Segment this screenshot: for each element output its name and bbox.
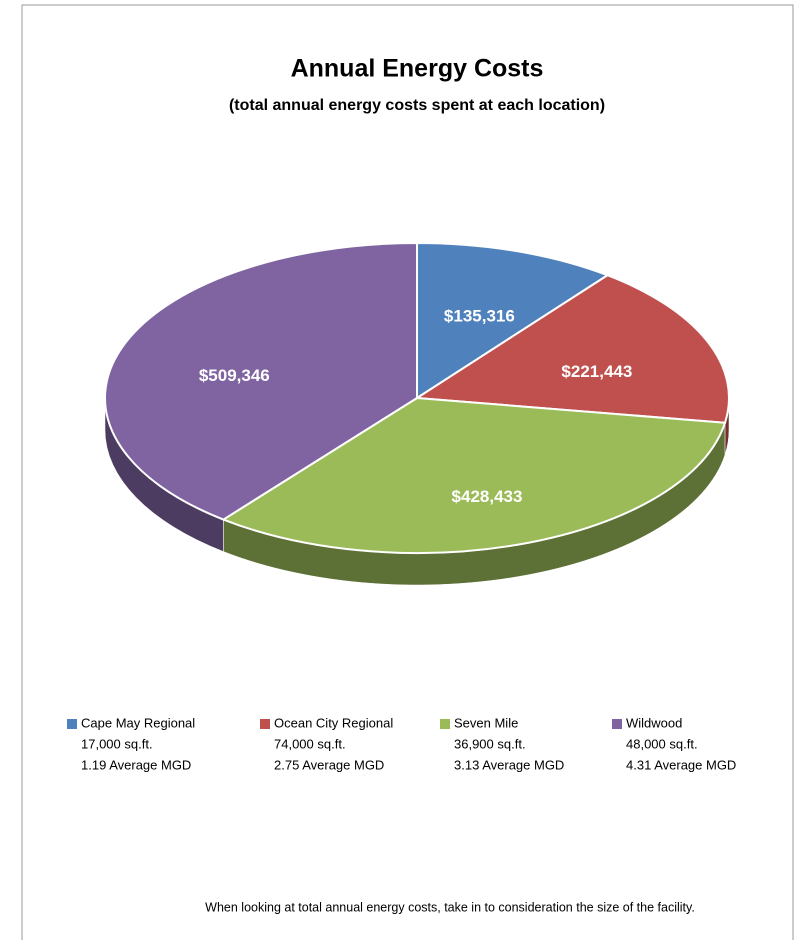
data-label: $428,433 [452,487,523,506]
legend-detail: 74,000 sq.ft. [274,736,346,751]
legend-swatch [440,719,450,729]
frame [21,4,794,940]
legend-swatch [260,719,270,729]
legend-detail: 36,900 sq.ft. [454,736,526,751]
data-label: $221,443 [561,362,632,381]
slice [416,241,610,400]
legend-label: Seven Mile [454,715,518,730]
legend-detail: 2.75 Average MGD [274,757,384,772]
data-label: $135,316 [444,307,515,326]
data-label: $509,346 [199,366,270,385]
legend-detail: 4.31 Average MGD [626,757,736,772]
legend-detail: 48,000 sq.ft. [626,736,698,751]
legend-label: Cape May Regional [81,715,195,730]
legend-detail: 1.19 Average MGD [81,757,191,772]
slice [104,241,418,521]
footnote: When looking at total annual energy cost… [205,900,695,914]
legend-detail: 17,000 sq.ft. [81,736,153,751]
legend-label: Ocean City Regional [274,715,393,730]
legend-detail: 3.13 Average MGD [454,757,564,772]
legend-label: Wildwood [626,715,682,730]
legend-swatch [612,719,622,729]
slice [413,274,730,424]
chart-title: Annual Energy Costs [291,55,544,83]
chart-subtitle: (total annual energy costs spent at each… [229,97,605,114]
slice [221,396,727,554]
legend-swatch [67,719,77,729]
